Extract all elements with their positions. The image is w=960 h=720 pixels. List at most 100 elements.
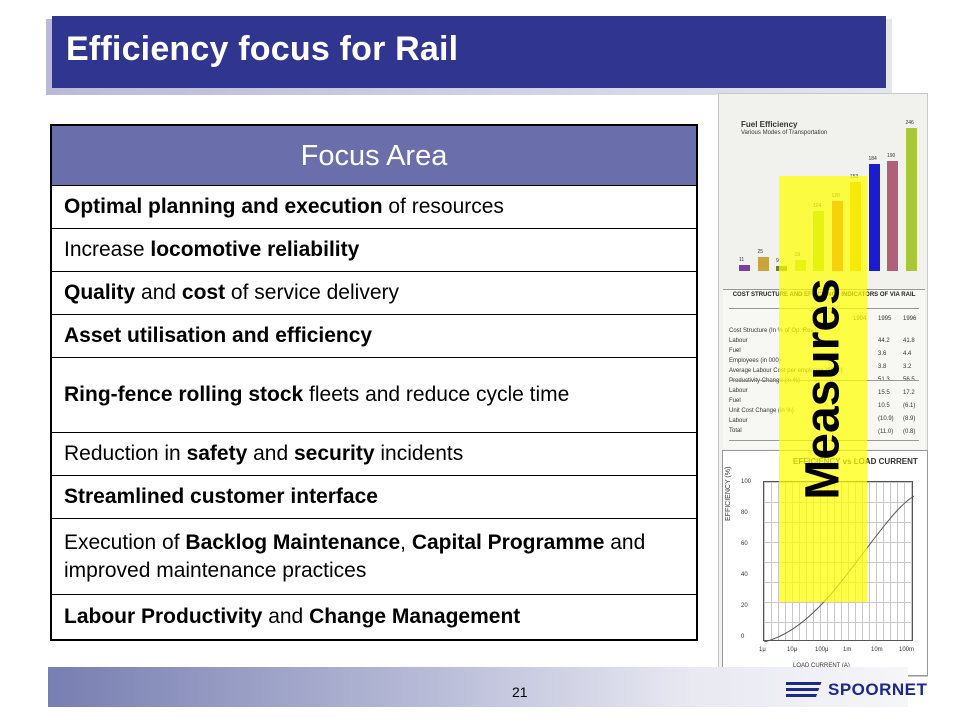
slide-title: Efficiency focus for Rail xyxy=(66,30,459,68)
fuel-chart-title: Fuel Efficiency xyxy=(741,120,798,129)
fuel-bar-value: 9 xyxy=(776,257,779,264)
focus-area-text: Quality and cost of service delivery xyxy=(64,279,399,306)
via-year: 1996 xyxy=(903,316,917,322)
efficiency-xtick: 10μ xyxy=(787,647,798,653)
via-value: 10.5 xyxy=(878,403,890,409)
focus-area-table: Focus Area Optimal planning and executio… xyxy=(50,124,698,641)
plain-text: Increase xyxy=(64,238,151,262)
footer-bar xyxy=(48,667,908,707)
via-value: 3.6 xyxy=(878,351,887,357)
via-value: 3.2 xyxy=(903,364,912,370)
fuel-bar-value: 184 xyxy=(868,156,877,163)
efficiency-xtick: 10m xyxy=(871,647,883,653)
via-row-label: Unit Cost Change (in %) xyxy=(729,408,794,414)
via-value: 44.2 xyxy=(878,338,890,344)
focus-area-text: Increase locomotive reliability xyxy=(64,236,359,263)
efficiency-ytick: 100 xyxy=(741,479,752,485)
focus-area-row: Execution of Backlog Maintenance, Capita… xyxy=(52,519,696,595)
via-value: 41.8 xyxy=(903,338,915,344)
efficiency-ytick: 80 xyxy=(741,510,748,516)
via-value: (11.0) xyxy=(878,429,894,435)
bold-text: Backlog Maintenance xyxy=(185,531,401,555)
plain-text: of service delivery xyxy=(225,281,399,305)
bold-text: security xyxy=(294,442,375,466)
table-rows: Optimal planning and execution of resour… xyxy=(52,186,696,639)
plain-text: of resources xyxy=(382,195,504,219)
via-row-label: Labour xyxy=(729,418,748,424)
focus-area-text: Optimal planning and execution of resour… xyxy=(64,193,504,220)
bold-text: locomotive reliability xyxy=(150,238,360,262)
via-value: 15.5 xyxy=(878,390,890,396)
via-value: (8.9) xyxy=(903,416,916,422)
page-number: 21 xyxy=(512,684,528,700)
plain-text: and xyxy=(262,605,310,629)
fuel-bar-value: 11 xyxy=(739,256,745,263)
fuel-bar xyxy=(739,264,750,271)
via-value: 3.8 xyxy=(878,364,887,370)
efficiency-ytick: 0 xyxy=(741,634,745,640)
via-row-label: Fuel xyxy=(729,348,741,354)
plain-text: and improved maintenance practices xyxy=(64,531,646,582)
spoornet-logo-icon xyxy=(786,682,822,697)
bold-text: Ring-fence rolling stock xyxy=(64,383,304,407)
via-value: (0.8) xyxy=(903,429,916,435)
bold-text: cost xyxy=(181,281,226,305)
measures-highlight xyxy=(779,176,867,602)
via-row-label: Total xyxy=(729,428,742,434)
bold-text: Quality xyxy=(64,281,136,305)
focus-area-text: Asset utilisation and efficiency xyxy=(64,322,372,349)
via-row-label: Employees (in 000) xyxy=(729,358,781,364)
efficiency-chart-ylabel: EFFICIENCY (%) xyxy=(725,466,732,521)
efficiency-xtick: 100m xyxy=(899,647,915,653)
bold-text: safety xyxy=(186,442,248,466)
via-row-label: Labour xyxy=(729,388,748,394)
focus-area-text: Execution of Backlog Maintenance, Capita… xyxy=(64,529,684,584)
efficiency-ytick: 20 xyxy=(741,603,748,609)
efficiency-xtick: 100μ xyxy=(815,647,829,653)
fuel-bar xyxy=(868,164,880,271)
via-row-label: Labour xyxy=(729,338,748,344)
plain-text: and xyxy=(135,281,182,305)
via-value: (10.9) xyxy=(878,416,894,422)
fuel-bar xyxy=(905,128,917,271)
via-value: (6.1) xyxy=(903,403,916,409)
plain-text: Execution of xyxy=(64,531,186,555)
bold-text: Asset utilisation and efficiency xyxy=(64,324,373,348)
plain-text: Reduction in xyxy=(64,442,187,466)
efficiency-ytick: 60 xyxy=(741,541,748,547)
measures-label: Measures xyxy=(796,278,850,500)
efficiency-ytick: 40 xyxy=(741,572,748,578)
focus-area-row: Ring-fence rolling stock fleets and redu… xyxy=(52,358,696,433)
bold-text: Optimal planning and execution xyxy=(64,195,383,219)
bold-text: Change Management xyxy=(309,605,521,629)
fuel-bar-value: 25 xyxy=(757,248,764,255)
focus-area-text: Labour Productivity and Change Managemen… xyxy=(64,603,520,630)
efficiency-chart-xlabel: LOAD CURRENT (A) xyxy=(793,663,850,669)
plain-text: , xyxy=(400,531,412,555)
via-year: 1995 xyxy=(878,316,892,322)
fuel-bar xyxy=(887,160,898,271)
via-row-label: Fuel xyxy=(729,398,741,404)
logo-text: SPOORNET xyxy=(828,680,928,699)
focus-area-row: Labour Productivity and Change Managemen… xyxy=(52,595,696,639)
fuel-bar xyxy=(757,256,769,271)
focus-area-row: Streamlined customer interface xyxy=(52,476,696,519)
fuel-chart-subtitle: Various Modes of Transportation xyxy=(741,130,828,136)
focus-area-row: Increase locomotive reliability xyxy=(52,229,696,272)
via-value: 17.2 xyxy=(903,390,915,396)
table-header: Focus Area xyxy=(52,126,696,186)
plain-text: and xyxy=(247,442,294,466)
focus-area-row: Quality and cost of service delivery xyxy=(52,272,696,315)
title-bar xyxy=(52,16,886,88)
efficiency-xtick: 1m xyxy=(843,647,852,653)
focus-area-text: Streamlined customer interface xyxy=(64,483,378,510)
focus-area-text: Ring-fence rolling stock fleets and redu… xyxy=(64,381,569,408)
plain-text: fleets and reduce cycle time xyxy=(303,383,570,407)
focus-area-row: Reduction in safety and security inciden… xyxy=(52,433,696,476)
focus-area-text: Reduction in safety and security inciden… xyxy=(64,440,463,467)
bold-text: Labour Productivity xyxy=(64,605,263,629)
fuel-bar-value: 190 xyxy=(887,152,896,159)
bold-text: Capital Programme xyxy=(411,531,605,555)
focus-area-row: Optimal planning and execution of resour… xyxy=(52,186,696,229)
fuel-bar-value: 246 xyxy=(905,120,914,127)
